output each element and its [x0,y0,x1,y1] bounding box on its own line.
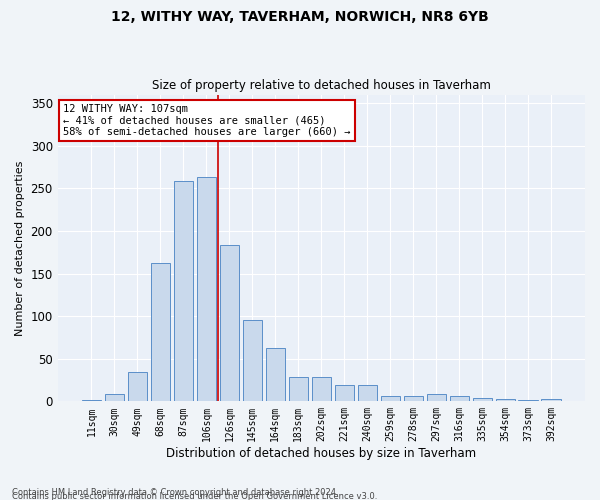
Title: Size of property relative to detached houses in Taverham: Size of property relative to detached ho… [152,79,491,92]
Y-axis label: Number of detached properties: Number of detached properties [15,160,25,336]
Bar [289,378,308,402]
Bar [311,378,331,402]
Bar [104,394,124,402]
Bar [335,385,354,402]
Bar [242,320,262,402]
Bar [173,182,193,402]
Bar [518,400,538,402]
Bar [151,264,170,402]
Bar [128,372,147,402]
Bar [427,394,446,402]
X-axis label: Distribution of detached houses by size in Taverham: Distribution of detached houses by size … [166,447,476,460]
Bar [404,396,423,402]
Text: Contains HM Land Registry data © Crown copyright and database right 2024.: Contains HM Land Registry data © Crown c… [12,488,338,497]
Text: Contains public sector information licensed under the Open Government Licence v3: Contains public sector information licen… [12,492,377,500]
Bar [380,396,400,402]
Bar [449,396,469,402]
Bar [82,400,101,402]
Bar [197,177,216,402]
Bar [358,385,377,402]
Bar [266,348,285,402]
Bar [473,398,492,402]
Text: 12, WITHY WAY, TAVERHAM, NORWICH, NR8 6YB: 12, WITHY WAY, TAVERHAM, NORWICH, NR8 6Y… [111,10,489,24]
Text: 12 WITHY WAY: 107sqm
← 41% of detached houses are smaller (465)
58% of semi-deta: 12 WITHY WAY: 107sqm ← 41% of detached h… [63,104,350,137]
Bar [220,244,239,402]
Bar [496,399,515,402]
Bar [541,399,561,402]
